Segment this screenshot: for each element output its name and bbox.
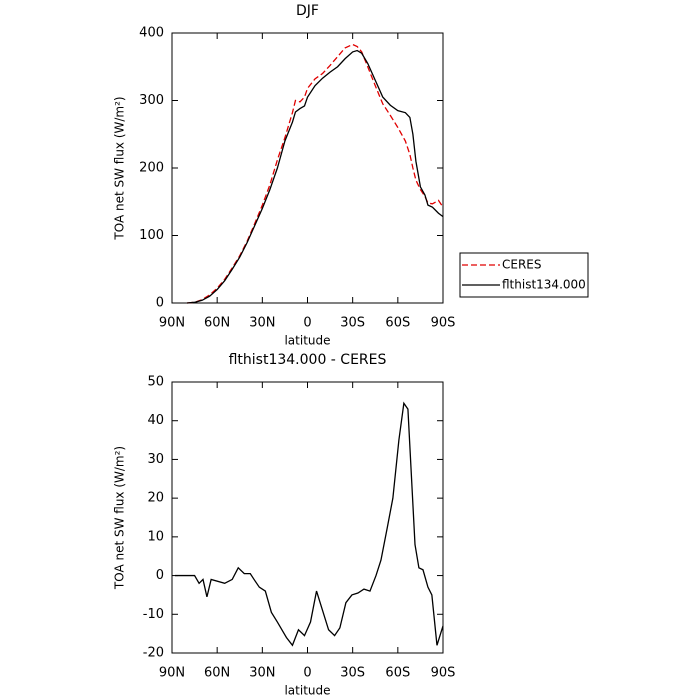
chart-title: DJF	[296, 3, 319, 19]
y-tick-label: 400	[139, 26, 164, 41]
x-tick-label: 60N	[204, 316, 230, 331]
data-line	[175, 401, 444, 647]
chart-title: flthist134.000 - CERES	[229, 352, 387, 368]
y-tick-label: 50	[147, 375, 164, 390]
x-tick-label: 30N	[249, 666, 275, 681]
x-tick-label: 90N	[159, 666, 185, 681]
y-tick-label: 30	[147, 452, 164, 467]
x-tick-label: 60S	[385, 316, 410, 331]
x-axis-label: latitude	[284, 684, 330, 698]
x-axis-label: latitude	[284, 334, 330, 348]
y-tick-label: 40	[147, 413, 164, 428]
y-tick-label: -10	[143, 607, 164, 622]
x-tick-label: 90N	[159, 316, 185, 331]
x-tick-label: 90S	[431, 666, 456, 681]
y-tick-label: 300	[139, 93, 164, 108]
x-tick-label: 60N	[204, 666, 230, 681]
plot-frame	[171, 381, 444, 654]
x-tick-label: 30S	[340, 316, 365, 331]
legend-box	[459, 252, 589, 298]
y-axis-label: TOA net SW flux (W/m²)	[113, 446, 127, 590]
y-tick-label: -20	[143, 646, 164, 661]
y-tick-label: 0	[156, 296, 164, 311]
y-axis-label: TOA net SW flux (W/m²)	[113, 96, 127, 240]
legend-label: flthist134.000	[502, 278, 586, 292]
y-tick-label: 20	[147, 491, 164, 506]
x-tick-label: 0	[303, 316, 311, 331]
legend-label: CERES	[502, 258, 542, 272]
plot-frame	[171, 32, 444, 304]
x-tick-label: 30N	[249, 316, 275, 331]
x-tick-label: 90S	[431, 316, 456, 331]
data-line	[187, 49, 444, 304]
y-tick-label: 0	[156, 568, 164, 583]
data-line	[187, 43, 444, 304]
y-tick-label: 10	[147, 529, 164, 544]
x-tick-label: 0	[303, 666, 311, 681]
y-tick-label: 100	[139, 228, 164, 243]
x-tick-label: 60S	[385, 666, 410, 681]
y-tick-label: 200	[139, 161, 164, 176]
x-tick-label: 30S	[340, 666, 365, 681]
